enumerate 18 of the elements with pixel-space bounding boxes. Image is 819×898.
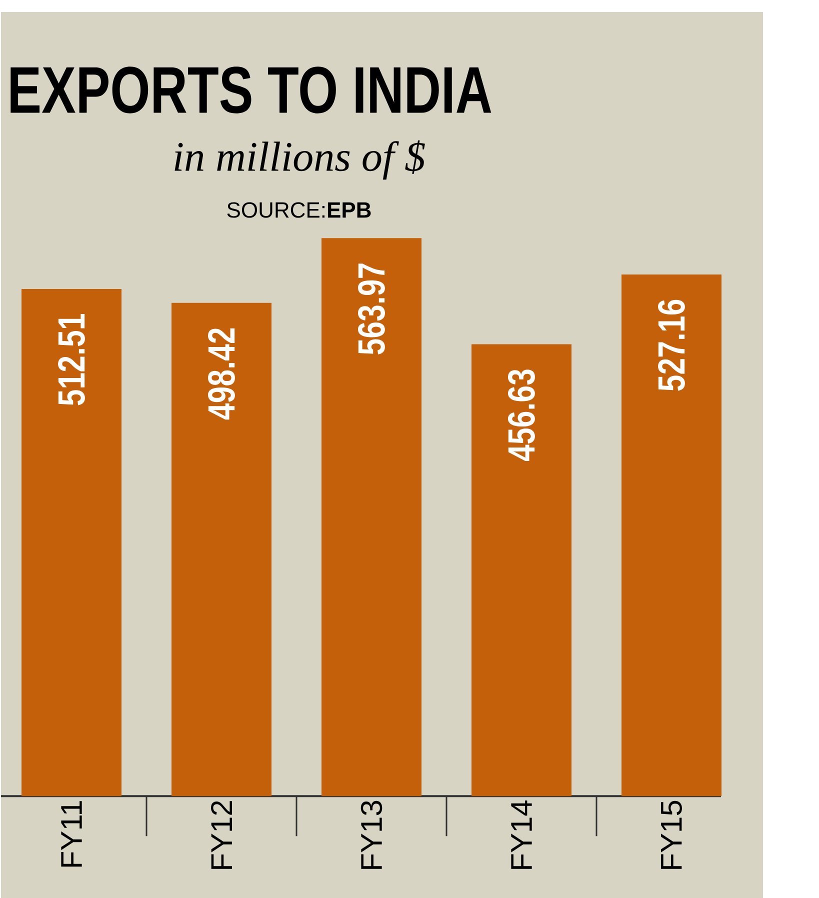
bar xyxy=(172,302,272,796)
source-note: SOURCE:EPB xyxy=(227,202,371,218)
x-tick-label: FY12 xyxy=(211,801,232,869)
chart-subtitle: in millions of $ xyxy=(174,140,425,180)
x-tick-label: FY11 xyxy=(61,801,82,867)
x-tick-label: FY15 xyxy=(661,800,682,869)
data-label: 527.16 xyxy=(658,300,685,391)
x-tick-label: FY14 xyxy=(511,800,532,869)
data-label: 498.42 xyxy=(208,328,235,420)
bar xyxy=(22,289,122,796)
data-label: 512.51 xyxy=(58,314,85,406)
data-label: 456.63 xyxy=(508,370,535,462)
data-label: 563.97 xyxy=(358,264,385,354)
bar xyxy=(472,344,572,796)
bar xyxy=(322,238,422,796)
chart-title: EXPORTS TO INDIA xyxy=(10,66,492,114)
bar xyxy=(622,274,722,796)
x-tick-label: FY13 xyxy=(360,800,382,869)
